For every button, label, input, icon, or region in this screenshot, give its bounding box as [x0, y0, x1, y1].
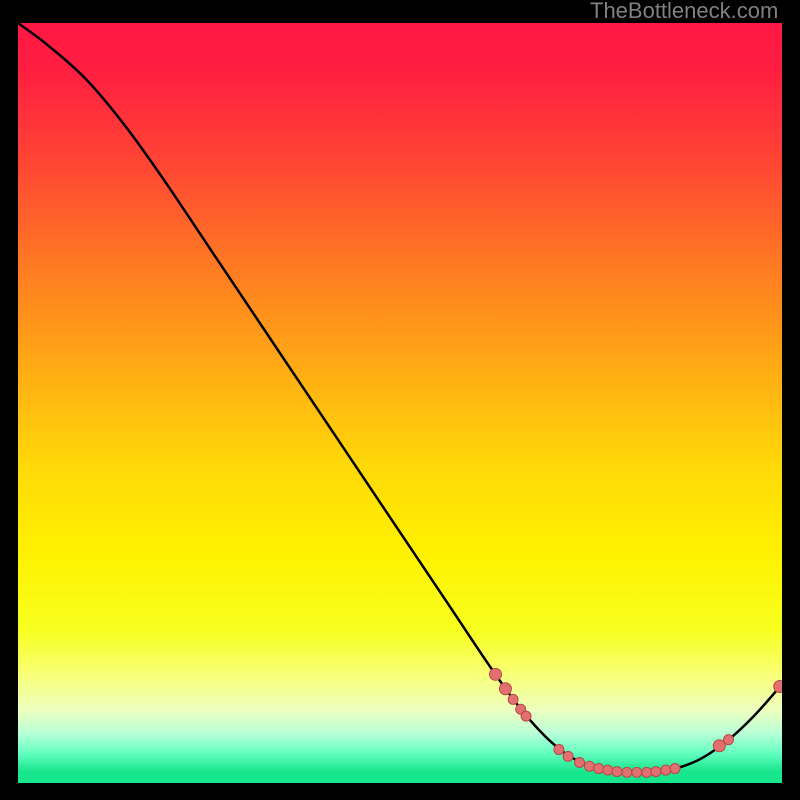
chart-svg	[18, 23, 782, 783]
data-marker	[575, 757, 585, 767]
data-marker	[774, 680, 782, 692]
chart-container: TheBottleneck.com	[0, 0, 800, 800]
data-marker	[594, 764, 604, 774]
data-marker	[584, 761, 594, 771]
data-marker	[632, 767, 642, 777]
data-marker	[508, 694, 518, 704]
data-marker	[622, 767, 632, 777]
data-marker	[724, 735, 734, 745]
data-marker	[521, 711, 531, 721]
data-marker	[642, 767, 652, 777]
data-marker	[499, 683, 511, 695]
plot-area	[18, 23, 782, 783]
data-marker	[563, 751, 573, 761]
data-marker	[490, 668, 502, 680]
data-marker	[670, 764, 680, 774]
data-marker	[603, 765, 613, 775]
data-marker	[612, 767, 622, 777]
data-marker	[554, 745, 564, 755]
watermark-text: TheBottleneck.com	[590, 0, 778, 24]
data-marker	[661, 765, 671, 775]
data-marker	[651, 767, 661, 777]
